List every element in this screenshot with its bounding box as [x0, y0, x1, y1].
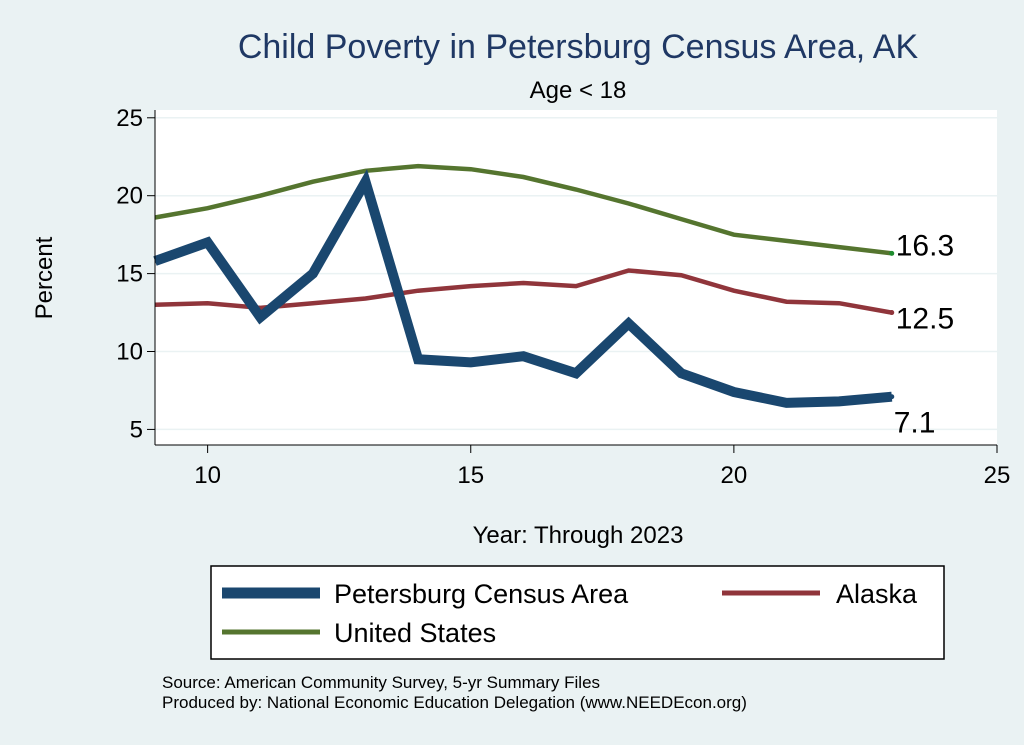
y-axis-title: Percent: [31, 236, 58, 319]
legend-label-petersburg: Petersburg Census Area: [334, 579, 629, 609]
plot-area: [155, 110, 997, 445]
chart-subtitle: Age < 18: [530, 77, 627, 104]
legend-label-united-states: United States: [334, 618, 496, 648]
series-lines: 7.1 12.5 16.3: [153, 163, 954, 440]
axes: 5 10 15 20 25 10 15 20 25: [116, 105, 1010, 489]
x-tick-label: 15: [457, 462, 484, 489]
end-point-united-states: [889, 250, 895, 256]
legend-label-alaska: Alaska: [836, 579, 918, 609]
produced-by-line: Produced by: National Economic Education…: [162, 693, 747, 712]
x-tick-label: 25: [984, 462, 1011, 489]
y-tick-label: 10: [116, 339, 143, 366]
y-tick-label: 20: [116, 183, 143, 210]
y-tick-label: 25: [116, 105, 143, 132]
end-point-petersburg-census-area: [889, 394, 895, 400]
x-tick-label: 10: [194, 462, 221, 489]
legend: Petersburg Census Area Alaska United Sta…: [210, 565, 945, 660]
end-label-alaska: 12.5: [896, 303, 954, 336]
series-line-petersburg-census-area: [153, 169, 893, 408]
x-axis-title: Year: Through 2023: [473, 522, 684, 549]
end-point-alaska: [889, 310, 895, 316]
y-tick-label: 15: [116, 261, 143, 288]
source-line: Source: American Community Survey, 5-yr …: [162, 673, 600, 692]
series-line-united-states: [154, 163, 893, 256]
gridlines: [155, 117, 997, 431]
x-tick-label: 20: [721, 462, 748, 489]
y-tick-label: 5: [130, 416, 143, 443]
legend-box: [210, 565, 945, 660]
chart-title: Child Poverty in Petersburg Census Area,…: [238, 28, 919, 66]
end-label-petersburg-census-area: 7.1: [894, 407, 936, 440]
end-label-united-states: 16.3: [896, 229, 954, 262]
